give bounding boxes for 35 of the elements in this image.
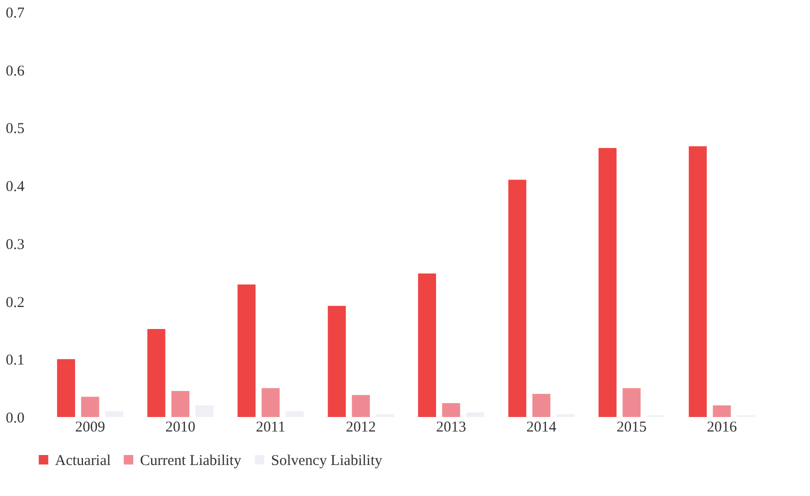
y-tick-label: 0.0 bbox=[6, 410, 24, 426]
x-tick-label: 2009 bbox=[75, 420, 106, 436]
bar bbox=[508, 180, 526, 417]
y-tick-label: 0.2 bbox=[6, 294, 24, 311]
bar bbox=[57, 359, 76, 417]
bar bbox=[622, 388, 641, 417]
x-tick-label: 2010 bbox=[165, 420, 196, 436]
bar bbox=[532, 394, 550, 417]
bar bbox=[442, 403, 460, 417]
y-tick-label: 0.3 bbox=[6, 236, 24, 253]
bar bbox=[688, 146, 707, 417]
bar bbox=[81, 396, 100, 417]
bar bbox=[147, 329, 166, 417]
legend-label: Solvency Liability bbox=[271, 452, 383, 469]
y-tick-label: 0.4 bbox=[6, 179, 25, 196]
bar bbox=[712, 405, 731, 417]
y-tick-label: 0.1 bbox=[6, 352, 24, 369]
bar bbox=[598, 148, 617, 417]
y-tick-label: 0.6 bbox=[6, 63, 25, 80]
legend-label: Current Liability bbox=[140, 452, 242, 469]
x-tick-label: 2016 bbox=[706, 420, 738, 436]
x-tick-label: 2015 bbox=[616, 420, 647, 436]
y-tick-label: 0.5 bbox=[6, 121, 24, 138]
x-tick-label: 2014 bbox=[526, 420, 557, 436]
legend-label: Actuarial bbox=[55, 452, 111, 469]
y-tick-label: 0.7 bbox=[6, 6, 25, 22]
bar bbox=[352, 395, 370, 417]
bar bbox=[418, 274, 436, 417]
x-tick-label: 2012 bbox=[346, 420, 376, 436]
bar bbox=[238, 284, 256, 417]
bar bbox=[171, 390, 190, 417]
bar bbox=[328, 306, 346, 417]
bar bbox=[262, 388, 280, 417]
x-tick-label: 2011 bbox=[256, 420, 286, 436]
x-tick-label: 2013 bbox=[436, 420, 466, 436]
